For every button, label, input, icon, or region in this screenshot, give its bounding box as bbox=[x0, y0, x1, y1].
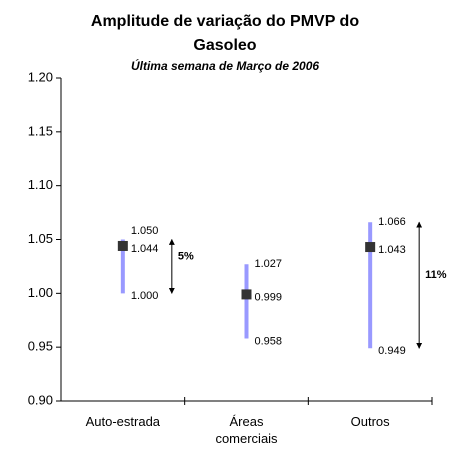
chart-subtitle: Última semana de Março de 2006 bbox=[130, 59, 320, 73]
x-tick-label: Auto-estrada bbox=[85, 414, 161, 429]
data-label: 1.050 bbox=[131, 225, 159, 237]
y-tick-label: 1.00 bbox=[28, 285, 53, 300]
data-label: 1.066 bbox=[378, 216, 406, 228]
y-tick-label: 1.15 bbox=[28, 123, 53, 138]
y-tick-label: 0.90 bbox=[28, 392, 53, 407]
y-tick-label: 0.95 bbox=[28, 339, 53, 354]
x-tick-label: Áreas comerciais bbox=[215, 414, 278, 446]
data-label: 0.999 bbox=[255, 291, 283, 303]
range-label: 11% bbox=[425, 269, 447, 281]
data-label: 0.949 bbox=[378, 345, 406, 357]
mean-marker bbox=[241, 289, 252, 300]
data-label: 1.043 bbox=[378, 244, 406, 256]
x-tick-label: Outros bbox=[350, 414, 390, 429]
y-tick-label: 1.20 bbox=[28, 69, 53, 84]
data-label: 1.027 bbox=[255, 258, 283, 270]
y-tick-label: 1.05 bbox=[28, 231, 53, 246]
chart-title: Amplitude de variação do PMVP do Gasoleo bbox=[90, 13, 360, 54]
mean-marker bbox=[365, 242, 376, 253]
data-label: 1.000 bbox=[131, 290, 159, 302]
mean-marker bbox=[117, 240, 128, 251]
data-label: 1.044 bbox=[131, 243, 159, 255]
data-label: 0.958 bbox=[255, 335, 283, 347]
y-tick-label: 1.10 bbox=[28, 177, 53, 192]
range-label: 5% bbox=[178, 250, 194, 262]
